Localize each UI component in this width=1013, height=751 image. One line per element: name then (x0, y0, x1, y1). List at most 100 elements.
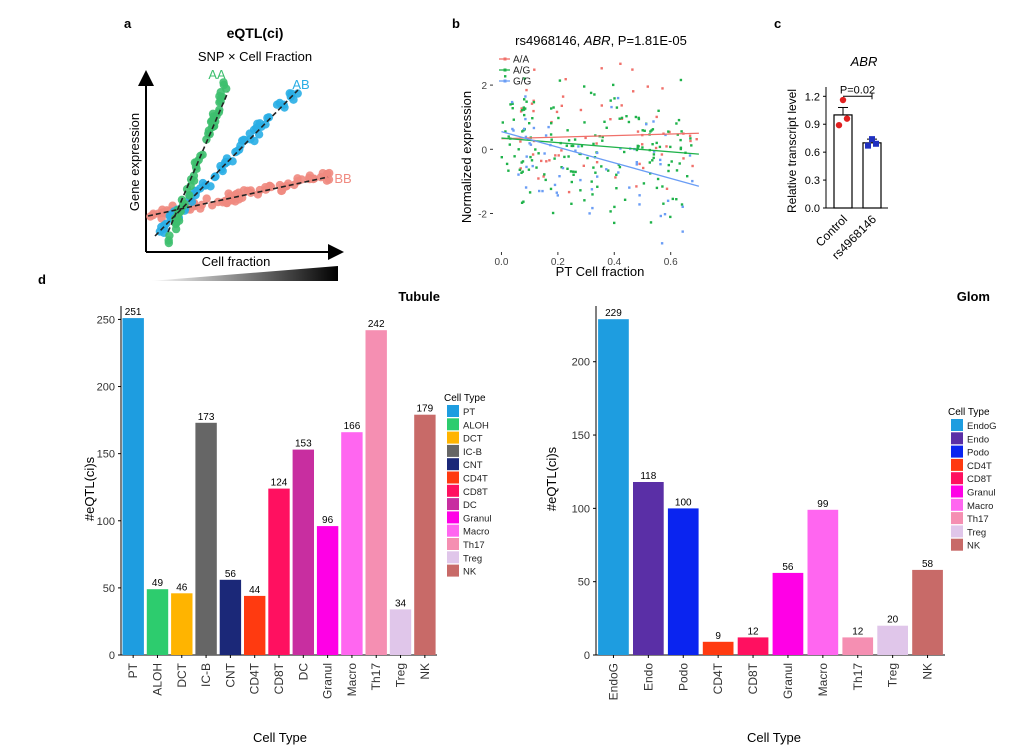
scatter-point-ag (649, 221, 653, 224)
schematic-dot-bb (255, 185, 264, 195)
legend-label: DC (463, 500, 477, 511)
scatter-point-ag (679, 78, 683, 82)
schematic-dot-aa (202, 135, 211, 144)
scatter-point-ag (524, 107, 527, 110)
bar-chart-x-tick-label: PT (126, 662, 140, 678)
bar-value-label: 153 (295, 439, 312, 450)
schematic-dot-bb (325, 168, 334, 178)
schematic-dot-bb (324, 175, 334, 184)
bar-chart-x-tick-label: Th17 (851, 663, 865, 691)
panel-c-y-tick-label: 0.6 (805, 147, 820, 159)
scatter-point-ag (686, 175, 689, 178)
scatter-point-ag (550, 107, 553, 110)
scatter-point-ag (601, 135, 604, 139)
scatter-point-ag (655, 186, 659, 190)
scatter-point-ag (567, 155, 570, 158)
scatter-point-gg (652, 120, 655, 123)
scatter-point-ag (558, 79, 562, 82)
scatter-point-gg (588, 212, 591, 215)
legend-swatch-cd8t (951, 472, 963, 485)
scatter-point-ag (690, 144, 693, 147)
panel-c-y-label: Relative transcript level (785, 89, 799, 213)
scatter-point-gg (531, 164, 534, 168)
scatter-point-aa (579, 108, 583, 112)
legend-swatch-th17 (951, 512, 963, 525)
scatter-point-aa (660, 153, 664, 156)
scatter-point-ag (652, 156, 655, 160)
scatter-point-ag (643, 129, 646, 132)
scatter-point-gg (558, 175, 561, 178)
scatter-point-ag (504, 130, 507, 133)
scatter-point-aa (600, 104, 603, 107)
scatter-point-aa (532, 109, 535, 113)
scatter-point-gg (635, 161, 638, 164)
legend-swatch-treg (447, 551, 459, 564)
scatter-point-aa (595, 161, 599, 164)
bar-value-label: 229 (605, 308, 622, 319)
legend-swatch-aloh (447, 418, 459, 431)
scatter-point-aa (646, 85, 649, 88)
scatter-title-suffix: , P=1.81E-05 (611, 33, 687, 48)
scatter-legend-label: A/A (513, 55, 529, 66)
scatter-point-ag (583, 121, 586, 124)
scatter-y-tick-label: 0 (481, 145, 487, 156)
schematic-dot-bb (318, 169, 327, 178)
scatter-point-aa (540, 159, 543, 163)
scatter-legend-marker (503, 57, 507, 61)
legend-swatch-macro (951, 498, 963, 511)
scatter-point-ag (612, 83, 615, 87)
panel-c-point-control (839, 96, 847, 104)
scatter-point-aa (530, 102, 534, 105)
scatter-point-gg (553, 183, 557, 187)
scatter-point-gg (616, 96, 620, 100)
schematic-dot-bb (239, 186, 249, 195)
bar-value-label: 58 (922, 559, 934, 570)
scatter-point-ag (580, 144, 584, 148)
bar-value-label: 251 (125, 307, 142, 318)
scatter-point-ag (667, 169, 670, 173)
fit-line-aa (501, 132, 699, 140)
legend-label: Macro (463, 527, 489, 538)
bar-chart-y-tick-label: 250 (97, 314, 115, 326)
legend-label: ALOH (463, 420, 489, 431)
schematic-dot-aa (219, 80, 229, 90)
bar-value-label: 34 (395, 598, 407, 609)
scatter-point-gg (528, 142, 531, 145)
scatter-point-gg (617, 171, 620, 174)
bar-chart-x-tick-label: Endo (641, 663, 655, 691)
scatter-point-ag (650, 129, 653, 132)
scatter-point-ag (675, 198, 678, 201)
aa-trend-line (167, 91, 229, 233)
bar-pt (122, 318, 144, 655)
glom-y-label: #eQTL(ci)s (544, 446, 559, 511)
scatter-point-ag (523, 113, 526, 117)
legend-swatch-dc (447, 498, 459, 511)
scatter-point-ag (615, 187, 618, 190)
scatter-point-ag (500, 156, 503, 159)
scatter-point-gg (525, 155, 528, 158)
legend-label: Th17 (463, 540, 485, 551)
scatter-point-gg (556, 194, 559, 197)
scatter-point-ag (572, 170, 575, 173)
panel-d-tubule-chart: Tubule #eQTL(ci)s Cell Type Cell Type 0 5… (82, 289, 492, 745)
scatter-point-ag (618, 117, 621, 120)
genotype-label-aa: AA (208, 67, 226, 82)
scatter-point-ag (508, 143, 511, 146)
bar-value-label: 100 (675, 497, 692, 508)
bar-cd8t (737, 637, 769, 655)
scatter-point-ag (552, 106, 555, 109)
scatter-point-aa (564, 78, 567, 81)
bar-granul (316, 526, 339, 655)
scatter-point-ag (566, 167, 569, 170)
fit-line-gg (501, 131, 700, 187)
scatter-point-aa (632, 90, 635, 93)
scatter-point-aa (636, 130, 640, 133)
scatter-point-ag (648, 161, 651, 164)
legend-swatch-podo (951, 445, 963, 458)
scatter-point-ag (563, 155, 566, 159)
bar-aloh (146, 589, 169, 655)
scatter-point-ag (520, 161, 523, 164)
scatter-point-gg (610, 105, 613, 109)
panel-label-c: c (774, 16, 781, 31)
bar-chart-x-tick-label: CD8T (272, 662, 286, 694)
